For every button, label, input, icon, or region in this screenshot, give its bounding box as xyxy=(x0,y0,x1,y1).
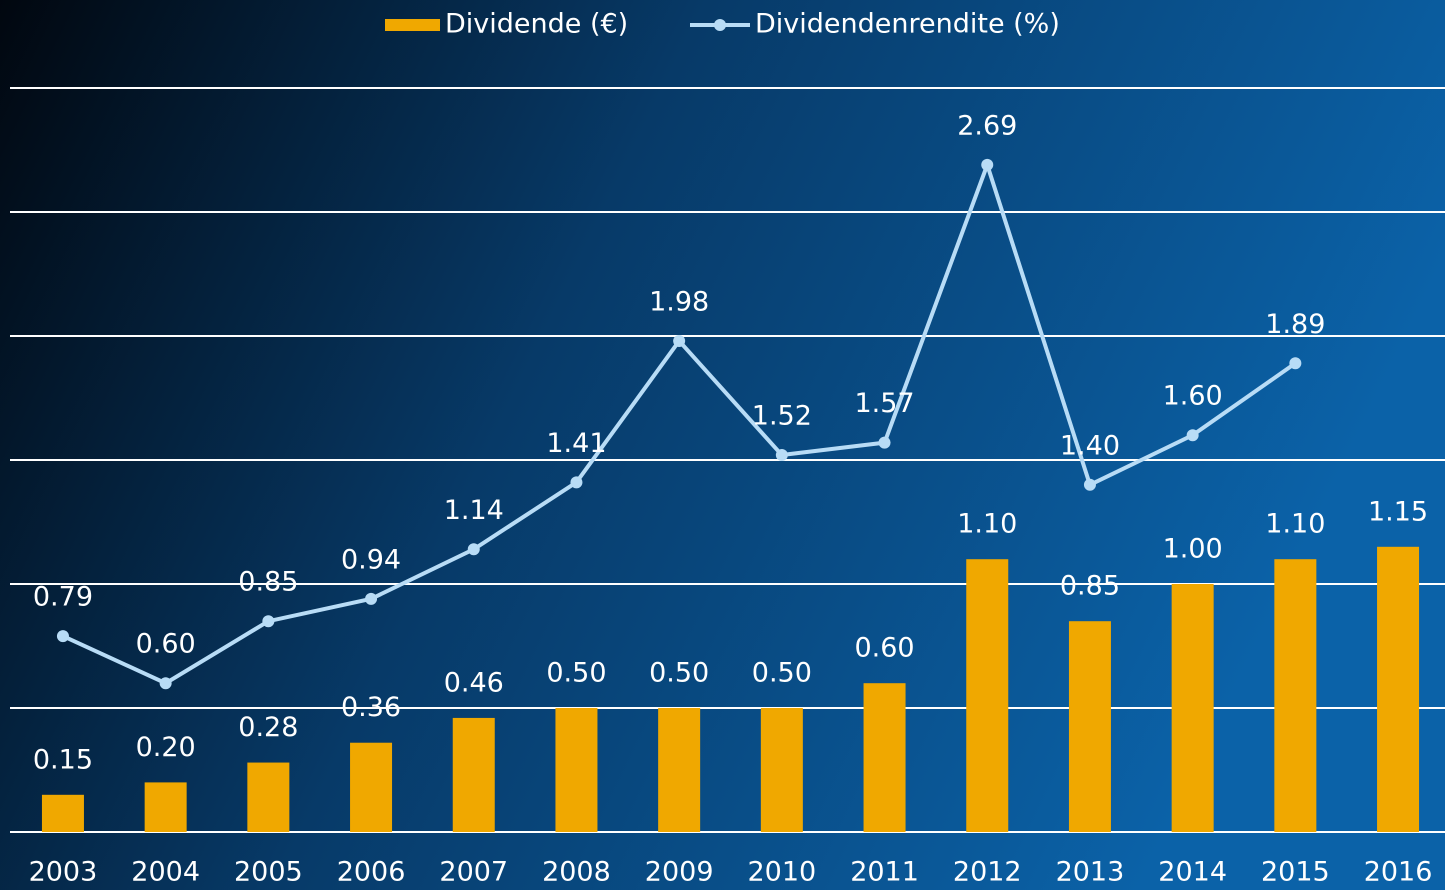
line-point xyxy=(262,615,275,628)
line-point xyxy=(467,543,480,556)
legend-swatch xyxy=(385,19,440,31)
bar xyxy=(1377,546,1420,832)
line-point xyxy=(1186,429,1199,442)
x-tick-label: 2012 xyxy=(953,857,1022,888)
legend-label: Dividendenrendite (%) xyxy=(755,9,1060,40)
bar xyxy=(144,782,187,832)
line-point xyxy=(775,449,788,462)
line-point xyxy=(1289,357,1302,370)
bar-value-label: 0.85 xyxy=(1060,571,1120,602)
bar-value-label: 0.20 xyxy=(136,732,196,763)
legend-swatch xyxy=(714,19,726,31)
x-tick-label: 2007 xyxy=(439,857,508,888)
line-value-label: 0.60 xyxy=(136,629,196,660)
bar-value-label: 1.00 xyxy=(1163,534,1223,565)
line-value-label: 0.85 xyxy=(238,567,298,598)
x-tick-label: 2004 xyxy=(131,857,200,888)
bar xyxy=(350,742,393,832)
x-tick-label: 2009 xyxy=(645,857,714,888)
bar xyxy=(555,708,598,832)
bar-value-label: 1.10 xyxy=(957,509,1017,540)
x-tick-label: 2013 xyxy=(1056,857,1125,888)
line-value-label: 1.57 xyxy=(854,388,914,419)
x-tick-label: 2006 xyxy=(337,857,406,888)
line-value-label: 1.98 xyxy=(649,286,709,317)
bar-value-label: 0.50 xyxy=(649,658,709,689)
bar-value-label: 0.28 xyxy=(238,712,298,743)
line-value-label: 1.60 xyxy=(1163,381,1223,412)
legend-label: Dividende (€) xyxy=(445,9,628,40)
bar xyxy=(1068,621,1111,832)
line-point xyxy=(159,677,172,690)
x-tick-label: 2011 xyxy=(850,857,919,888)
line-point xyxy=(56,630,69,643)
bar xyxy=(1274,559,1317,832)
bar-value-label: 0.50 xyxy=(752,658,812,689)
bar xyxy=(863,683,906,832)
line-point xyxy=(1083,478,1096,491)
bar xyxy=(452,717,495,832)
bar xyxy=(247,762,290,832)
bar-value-label: 0.60 xyxy=(854,633,914,664)
line-point xyxy=(981,158,994,171)
bar-value-label: 1.10 xyxy=(1265,509,1325,540)
bar xyxy=(658,708,701,832)
bar xyxy=(966,559,1009,832)
line-value-label: 1.41 xyxy=(546,428,606,459)
line-value-label: 1.14 xyxy=(444,495,504,526)
bar xyxy=(1171,584,1214,832)
bar-value-label: 0.50 xyxy=(546,658,606,689)
line-point xyxy=(365,592,378,605)
line-point xyxy=(878,436,891,449)
x-tick-label: 2008 xyxy=(542,857,611,888)
x-tick-label: 2015 xyxy=(1261,857,1330,888)
line-value-label: 0.79 xyxy=(33,582,93,613)
line-value-label: 0.94 xyxy=(341,544,401,575)
line-value-label: 1.89 xyxy=(1265,309,1325,340)
x-tick-label: 2014 xyxy=(1158,857,1227,888)
line-point xyxy=(673,334,686,347)
bar-value-label: 0.15 xyxy=(33,744,93,775)
bar-value-label: 0.36 xyxy=(341,692,401,723)
bar-value-label: 1.15 xyxy=(1368,496,1428,527)
bar-value-label: 0.46 xyxy=(444,667,504,698)
x-tick-label: 2016 xyxy=(1364,857,1433,888)
x-tick-label: 2003 xyxy=(29,857,98,888)
line-point xyxy=(570,476,583,489)
line-value-label: 1.52 xyxy=(752,401,812,432)
line-value-label: 2.69 xyxy=(957,110,1017,141)
bar xyxy=(760,708,803,832)
line-value-label: 1.40 xyxy=(1060,430,1120,461)
x-tick-label: 2005 xyxy=(234,857,303,888)
x-tick-label: 2010 xyxy=(747,857,816,888)
bar xyxy=(41,794,84,832)
